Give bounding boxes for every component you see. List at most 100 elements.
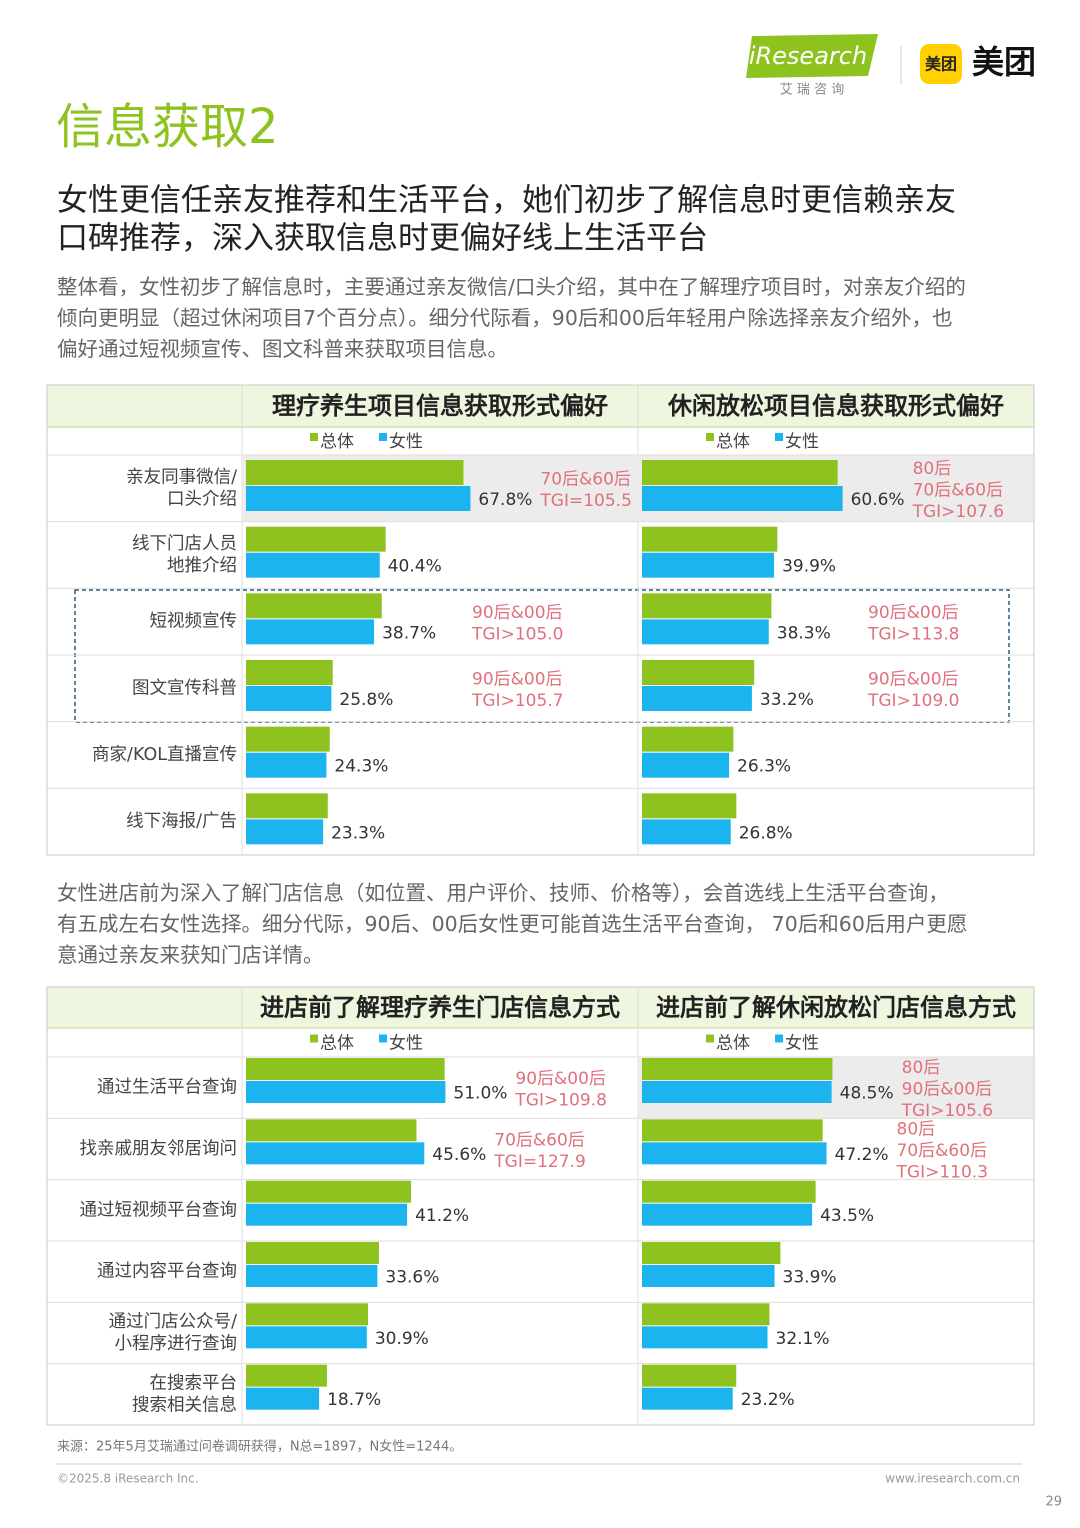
bar: [246, 1081, 446, 1103]
legend-swatch: [379, 433, 387, 441]
bar: [642, 460, 838, 485]
partner-name: 美团: [972, 43, 1036, 81]
legend-label: 女性: [389, 1034, 423, 1054]
category-label: 在搜索平台: [150, 1373, 238, 1393]
bar: [246, 486, 471, 511]
bar: [246, 819, 324, 845]
annotation: 90后&00后: [868, 670, 959, 690]
bar: [246, 1203, 408, 1226]
category-label: 线下门店人员: [132, 534, 237, 554]
legend-label: 女性: [389, 432, 423, 452]
value-label: 67.8%: [478, 490, 532, 510]
bar: [246, 1364, 327, 1387]
value-label: 41.2%: [415, 1206, 469, 1226]
value-label: 25.8%: [339, 690, 393, 710]
bar: [246, 619, 375, 645]
bar: [246, 1180, 412, 1203]
bar: [246, 1387, 320, 1410]
annotation: 70后&60后: [897, 1141, 988, 1161]
chart-title: 进店前了解休闲放松门店信息方式: [656, 994, 1016, 1022]
category-label: 短视频宣传: [150, 612, 238, 632]
partner-icon-text: 美团: [925, 55, 957, 74]
bar: [246, 1142, 425, 1165]
bar: [246, 1119, 417, 1142]
bar: [246, 526, 386, 552]
value-label: 33.2%: [760, 690, 814, 710]
annotation: TGI>109.8: [514, 1090, 606, 1110]
copyright: ©2025.8 iResearch Inc.: [57, 1472, 199, 1486]
bar: [246, 793, 328, 819]
bar: [246, 686, 332, 711]
value-label: 33.9%: [783, 1268, 837, 1288]
subtitle-line: 女性更信任亲友推荐和生活平台，她们初步了解信息时更信赖亲友: [57, 183, 956, 219]
value-label: 30.9%: [375, 1329, 429, 1349]
value-label: 60.6%: [851, 490, 905, 510]
bar: [642, 1142, 827, 1165]
source-note: 来源：25年5月艾瑞通过问卷调研获得，N总=1897，N女性=1244。: [57, 1439, 462, 1455]
annotation: TGI=105.5: [539, 491, 631, 511]
url: www.iresearch.com.cn: [885, 1472, 1020, 1486]
bar: [642, 1242, 781, 1264]
annotation: 90后&00后: [472, 670, 563, 690]
bar: [642, 1081, 832, 1103]
annotation: TGI>109.0: [867, 691, 959, 711]
legend-swatch: [775, 433, 783, 441]
bar: [642, 1058, 833, 1080]
value-label: 48.5%: [840, 1084, 894, 1104]
table-frame: [46, 384, 1035, 856]
legend-label: 女性: [785, 1034, 819, 1054]
bar: [246, 1058, 445, 1080]
legend-label: 女性: [785, 432, 819, 452]
annotation: TGI>110.3: [896, 1163, 988, 1183]
bar: [642, 1364, 737, 1387]
annotation: 80后: [897, 1120, 936, 1140]
paragraph-line: 整体看，女性初步了解信息时，主要通过亲友微信/口头介绍，其中在了解理疗项目时，对…: [57, 275, 966, 299]
bar: [642, 819, 731, 845]
legend-swatch: [310, 433, 318, 441]
bar: [642, 552, 775, 578]
paragraph-line: 女性进店前为深入了解门店信息（如位置、用户评价、技师、价格等），会首选线上生活平…: [57, 881, 949, 905]
bar: [642, 1180, 816, 1203]
legend-swatch: [775, 1034, 783, 1043]
value-label: 33.6%: [385, 1268, 439, 1288]
paragraph-line: 倾向更明显（超过休闲项目7个百分点）。细分代际看，90后和00后年轻用户除选择亲…: [57, 306, 952, 330]
value-label: 51.0%: [453, 1084, 507, 1104]
bar: [642, 1119, 823, 1142]
annotation: 80后: [913, 459, 952, 479]
table-frame: [46, 986, 1035, 1426]
bar: [246, 726, 330, 752]
category-label: 找亲戚朋友邻居询问: [80, 1139, 238, 1159]
value-label: 23.3%: [331, 823, 385, 843]
category-label: 通过生活平台查询: [97, 1078, 237, 1098]
annotation: TGI>107.6: [912, 502, 1004, 522]
bar: [642, 793, 737, 819]
legend-label: 总体: [320, 432, 354, 452]
category-label: 搜索相关信息: [132, 1395, 237, 1415]
bar: [246, 1265, 378, 1287]
bar: [642, 486, 843, 511]
value-label: 18.7%: [327, 1390, 381, 1410]
bar: [642, 1265, 775, 1287]
value-label: 32.1%: [776, 1329, 830, 1349]
category-label: 小程序进行查询: [115, 1334, 238, 1354]
page-number: 29: [1045, 1495, 1062, 1510]
value-label: 26.8%: [739, 823, 793, 843]
category-label: 通过内容平台查询: [97, 1262, 237, 1282]
category-label: 亲友同事微信/: [126, 467, 237, 487]
partner-icon: [920, 44, 962, 84]
table-header-band: [47, 385, 1034, 427]
bar: [642, 726, 734, 752]
bar: [642, 593, 772, 619]
subtitle-line: 口碑推荐，深入获取信息时更偏好线上生活平台: [57, 221, 708, 257]
value-label: 38.7%: [382, 623, 436, 643]
bar: [246, 752, 327, 778]
category-label: 商家/KOL直播宣传: [92, 745, 237, 765]
logo-text: iResearch: [749, 42, 867, 70]
bar: [642, 752, 730, 778]
bar: [246, 460, 464, 485]
chart-title: 理疗养生项目信息获取形式偏好: [272, 392, 608, 420]
legend-label: 总体: [320, 1034, 354, 1054]
value-label: 43.5%: [820, 1206, 874, 1226]
page-title: 信息获取2: [56, 99, 279, 155]
